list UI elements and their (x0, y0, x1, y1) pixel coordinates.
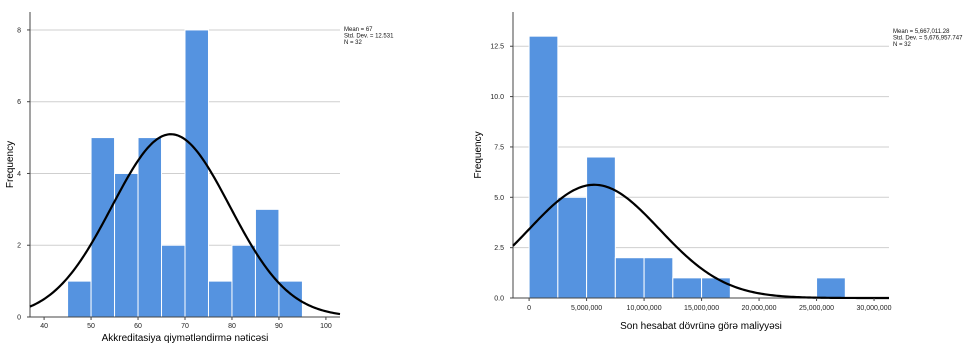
y-tick-label: 2.5 (494, 245, 504, 252)
histogram-bar (161, 244, 186, 318)
histogram-bar (67, 280, 92, 318)
histogram-bar (231, 244, 256, 318)
x-tick-label: 5,000,000 (571, 305, 602, 312)
x-tick-label: 0 (527, 305, 531, 312)
x-tick-label: 15,000,000 (684, 305, 719, 312)
histogram-bar (701, 277, 731, 299)
histogram-bar (672, 277, 703, 299)
histogram-bar (557, 196, 588, 299)
x-tick-label: 40 (40, 323, 48, 330)
x-tick-label: 70 (181, 323, 189, 330)
normal-curve (29, 133, 341, 316)
stats-line: Mean = 67 (344, 27, 373, 33)
histogram-bar (614, 257, 645, 299)
y-tick-label: 2 (17, 243, 21, 250)
stats-line: Std. Dev. = 5,676,957.747 (893, 36, 963, 42)
x-tick-label: 10,000,000 (627, 305, 662, 312)
stats-line: Mean = 5,667,011.28 (893, 29, 950, 35)
y-axis-title: Frequency (5, 141, 16, 188)
histogram-bar (254, 208, 280, 318)
y-tick-label: 6 (17, 99, 21, 106)
y-tick-label: 4 (17, 171, 21, 178)
y-tick-label: 8 (17, 27, 21, 34)
y-axis-title: Frequency (473, 131, 484, 178)
histogram-accreditation: 0 2 4 6 8 40 50 60 70 80 90 100 Akkreditasiya qiymət… (5, 12, 394, 344)
x-axis-title: Son hesabat dövrünə görə maliyyəsi (620, 321, 782, 332)
stats-line: Std. Dev. = 12.531 (344, 34, 394, 40)
histogram-bar (207, 280, 233, 318)
histogram-bar (816, 277, 846, 299)
y-tick-label: 0 (17, 315, 21, 322)
histogram-bar (184, 29, 209, 318)
stats-line: N = 32 (893, 42, 912, 48)
histogram-bar (643, 257, 674, 299)
histogram-bar (586, 156, 616, 299)
x-tick-label: 90 (275, 323, 283, 330)
histogram-bar (90, 137, 116, 318)
normal-curve (512, 183, 889, 300)
x-tick-label: 50 (87, 323, 95, 330)
x-axis-title: Akkreditasiya qiymətləndirmə nəticəsi (102, 333, 269, 344)
y-tick-label: 0.0 (494, 296, 504, 303)
x-tick-label: 25,000,000 (799, 305, 834, 312)
stats-line: N = 32 (344, 40, 363, 46)
histogram-bar (137, 137, 163, 318)
y-tick-label: 10.0 (490, 94, 504, 101)
x-tick-label: 30,000,000 (857, 305, 892, 312)
histogram-bar (528, 35, 559, 299)
histogram-financing: 0.0 2.5 5.0 7.5 10.0 12.5 0 5,000,000 10,000,000… (473, 12, 963, 332)
y-tick-label: 5.0 (494, 195, 504, 202)
y-tick-label: 12.5 (490, 44, 504, 51)
x-tick-label: 20,000,000 (742, 305, 777, 312)
x-tick-label: 100 (320, 323, 332, 330)
y-tick-label: 7.5 (494, 144, 504, 151)
x-tick-label: 80 (228, 323, 236, 330)
x-tick-label: 60 (134, 323, 142, 330)
